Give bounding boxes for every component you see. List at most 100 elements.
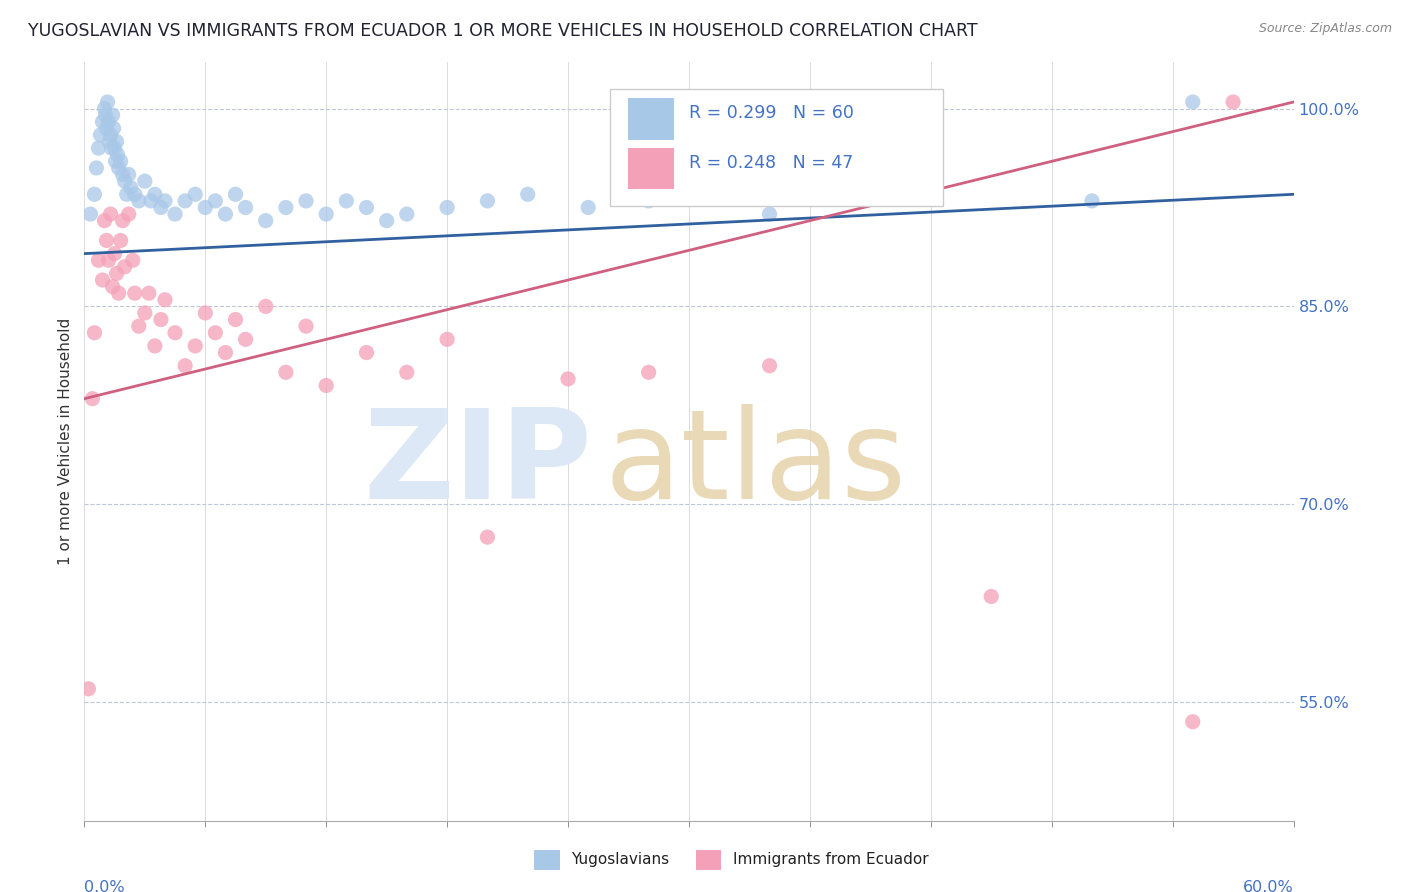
Point <box>118 207 141 221</box>
Point <box>93 102 115 116</box>
Point <box>477 194 499 208</box>
Point <box>97 253 120 268</box>
Point <box>315 378 337 392</box>
Text: R = 0.299   N = 60: R = 0.299 N = 60 <box>689 104 853 122</box>
Point <box>91 115 114 129</box>
Point <box>395 207 418 221</box>
Y-axis label: 1 or more Vehicles in Household: 1 or more Vehicles in Household <box>58 318 73 566</box>
Point <box>105 267 128 281</box>
Point <box>174 194 197 208</box>
Point <box>107 286 129 301</box>
Point <box>1181 95 1204 109</box>
Point <box>87 141 110 155</box>
Point <box>274 201 297 215</box>
Point <box>97 115 120 129</box>
Point <box>576 201 599 215</box>
Point <box>274 365 297 379</box>
Point <box>110 234 132 248</box>
Point <box>124 286 146 301</box>
Point <box>98 135 121 149</box>
Point <box>758 207 780 221</box>
Point <box>107 161 129 175</box>
Point <box>149 201 172 215</box>
Point <box>194 306 217 320</box>
Text: 0.0%: 0.0% <box>84 880 125 892</box>
Point <box>436 332 458 346</box>
Text: Source: ZipAtlas.com: Source: ZipAtlas.com <box>1258 22 1392 36</box>
Point <box>83 187 105 202</box>
Point <box>356 345 378 359</box>
Text: 60.0%: 60.0% <box>1243 880 1294 892</box>
Point <box>235 332 257 346</box>
Point <box>295 194 318 208</box>
Point <box>153 194 176 208</box>
Point <box>93 213 115 227</box>
Point <box>225 312 247 326</box>
Point <box>758 359 780 373</box>
Point <box>165 326 187 340</box>
Point <box>204 194 226 208</box>
Point <box>118 168 141 182</box>
Point <box>516 187 538 202</box>
Point <box>82 392 104 406</box>
Point <box>96 121 118 136</box>
Text: R = 0.248   N = 47: R = 0.248 N = 47 <box>689 153 853 171</box>
Point <box>1081 194 1104 208</box>
Point <box>557 372 579 386</box>
Point <box>184 339 207 353</box>
Point <box>235 201 257 215</box>
Point <box>254 213 277 227</box>
Point <box>194 201 217 215</box>
Point <box>83 326 105 340</box>
Point <box>77 681 100 696</box>
Point <box>114 174 136 188</box>
Point <box>94 108 117 122</box>
Point <box>356 201 378 215</box>
Point <box>138 286 160 301</box>
Point <box>165 207 187 221</box>
Point <box>86 161 108 175</box>
Point <box>103 121 125 136</box>
Text: atlas: atlas <box>605 404 907 524</box>
Point <box>124 187 146 202</box>
Text: ZIP: ZIP <box>364 404 592 524</box>
Point <box>254 299 277 313</box>
Point <box>96 95 118 109</box>
Point <box>89 128 111 142</box>
Point <box>104 141 127 155</box>
Point <box>637 365 659 379</box>
Point <box>111 168 134 182</box>
Point <box>477 530 499 544</box>
Point <box>143 187 166 202</box>
Point <box>436 201 458 215</box>
Bar <box>628 98 675 140</box>
Text: Immigrants from Ecuador: Immigrants from Ecuador <box>733 853 928 867</box>
Point <box>110 154 132 169</box>
Point <box>1222 95 1244 109</box>
Point <box>104 154 127 169</box>
Point <box>139 194 162 208</box>
Point <box>100 141 122 155</box>
Point <box>174 359 197 373</box>
FancyBboxPatch shape <box>610 89 943 207</box>
Point <box>128 194 150 208</box>
Point <box>91 273 114 287</box>
Point <box>637 194 659 208</box>
Point <box>101 108 124 122</box>
Point <box>134 174 156 188</box>
Point <box>105 135 128 149</box>
Point <box>149 312 172 326</box>
Point <box>121 253 143 268</box>
Point <box>79 207 101 221</box>
Point <box>204 326 226 340</box>
Point <box>114 260 136 274</box>
Point <box>295 319 318 334</box>
Point <box>335 194 357 208</box>
Point <box>184 187 207 202</box>
Point <box>104 246 127 260</box>
Text: Yugoslavians: Yugoslavians <box>571 853 669 867</box>
Bar <box>628 148 675 189</box>
Point <box>134 306 156 320</box>
Point <box>100 128 122 142</box>
Point <box>375 213 398 227</box>
